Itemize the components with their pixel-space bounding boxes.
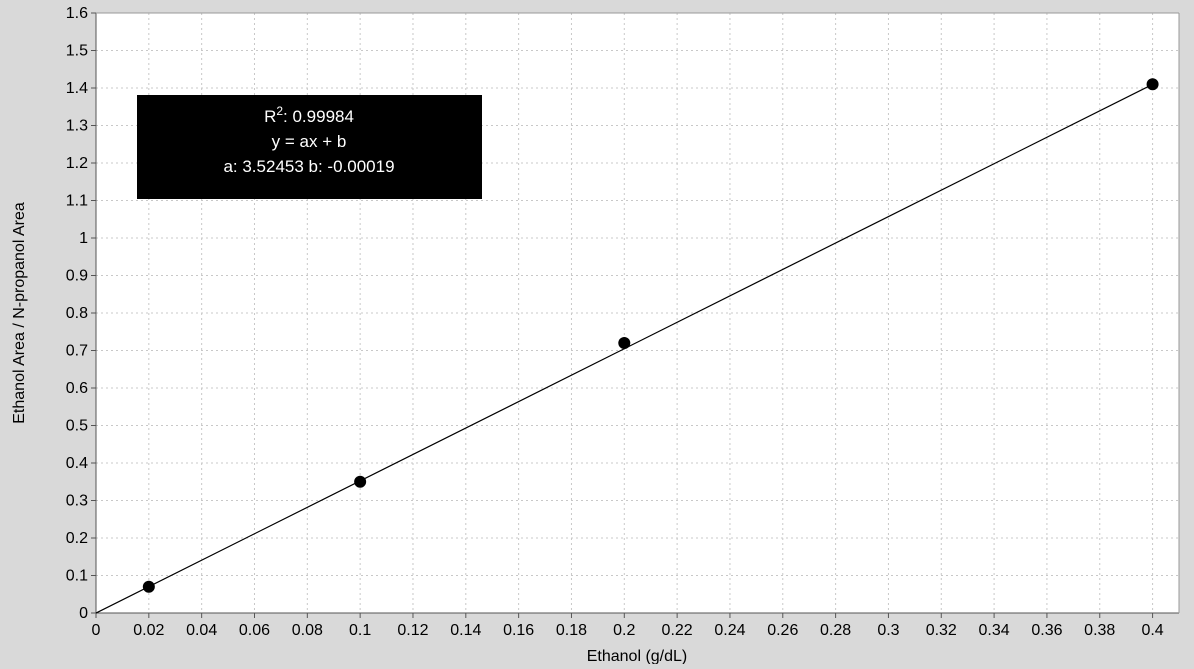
ticks-layer: 0 0.02 0.04 0.06 0.08 0.1 0.12 0.14 0.16 0.18 0.2 0… [66, 5, 1164, 639]
x-tick-label: 0.16 [503, 622, 534, 639]
data-point [142, 580, 155, 593]
x-tick-label: 0.02 [133, 622, 164, 639]
x-tick-label: 0.08 [292, 622, 323, 639]
x-tick-label: 0.18 [556, 622, 587, 639]
x-tick-label: 0.26 [767, 622, 798, 639]
data-point [1146, 78, 1159, 91]
stats-box-background [137, 95, 482, 199]
y-tick-label: 1.3 [66, 118, 88, 135]
y-tick-label: 0.1 [66, 568, 88, 585]
y-tick-label: 0.5 [66, 418, 88, 435]
r-squared-symbol: R [264, 107, 276, 126]
y-tick-label: 1.5 [66, 43, 88, 60]
x-tick-label: 0.34 [979, 622, 1010, 639]
y-tick-label: 1.6 [66, 5, 88, 22]
x-tick-label: 0.22 [662, 622, 693, 639]
equation-label: y = ax + b [272, 132, 347, 151]
r-squared-value: : 0.99984 [283, 107, 354, 126]
y-tick-label: 1.2 [66, 155, 88, 172]
y-tick-label: 1 [79, 230, 88, 247]
x-tick-label: 0.14 [450, 622, 481, 639]
y-tick-label: 0.3 [66, 493, 88, 510]
x-tick-label: 0.04 [186, 622, 217, 639]
x-axis-title: Ethanol (g/dL) [587, 648, 688, 664]
x-tick-label: 0.36 [1031, 622, 1062, 639]
y-tick-label: 0.2 [66, 530, 88, 547]
y-tick-label: 0.9 [66, 268, 88, 285]
x-tick-label: 0 [92, 622, 101, 639]
y-tick-label: 0 [79, 605, 88, 622]
r-squared-superscript: 2 [276, 104, 283, 118]
x-tick-label: 0.1 [349, 622, 371, 639]
x-tick-label: 0.2 [613, 622, 635, 639]
x-tick-label: 0.24 [714, 622, 745, 639]
x-tick-label: 0.06 [239, 622, 270, 639]
r-squared-label: R2: 0.99984 [264, 104, 354, 126]
x-tick-label: 0.32 [926, 622, 957, 639]
x-tick-label: 0.12 [397, 622, 428, 639]
x-tick-label: 0.28 [820, 622, 851, 639]
x-tick-label: 0.38 [1084, 622, 1115, 639]
data-point [618, 337, 631, 349]
regression-stats-box: R2: 0.99984 y = ax + b a: 3.52453 b: -0.… [137, 95, 482, 199]
y-tick-label: 0.4 [66, 455, 88, 472]
y-tick-label: 1.1 [66, 193, 88, 210]
x-tick-label: 0.4 [1141, 622, 1163, 639]
data-point [354, 475, 367, 488]
y-axis-title: Ethanol Area / N-propanol Area [11, 202, 28, 424]
x-tick-label: 0.3 [877, 622, 899, 639]
y-tick-label: 0.6 [66, 380, 88, 397]
y-tick-label: 1.4 [66, 80, 88, 97]
points-layer [142, 78, 1159, 593]
coefficients-label: a: 3.52453 b: -0.00019 [223, 157, 394, 176]
y-tick-label: 0.7 [66, 343, 88, 360]
y-tick-label: 0.8 [66, 305, 88, 322]
